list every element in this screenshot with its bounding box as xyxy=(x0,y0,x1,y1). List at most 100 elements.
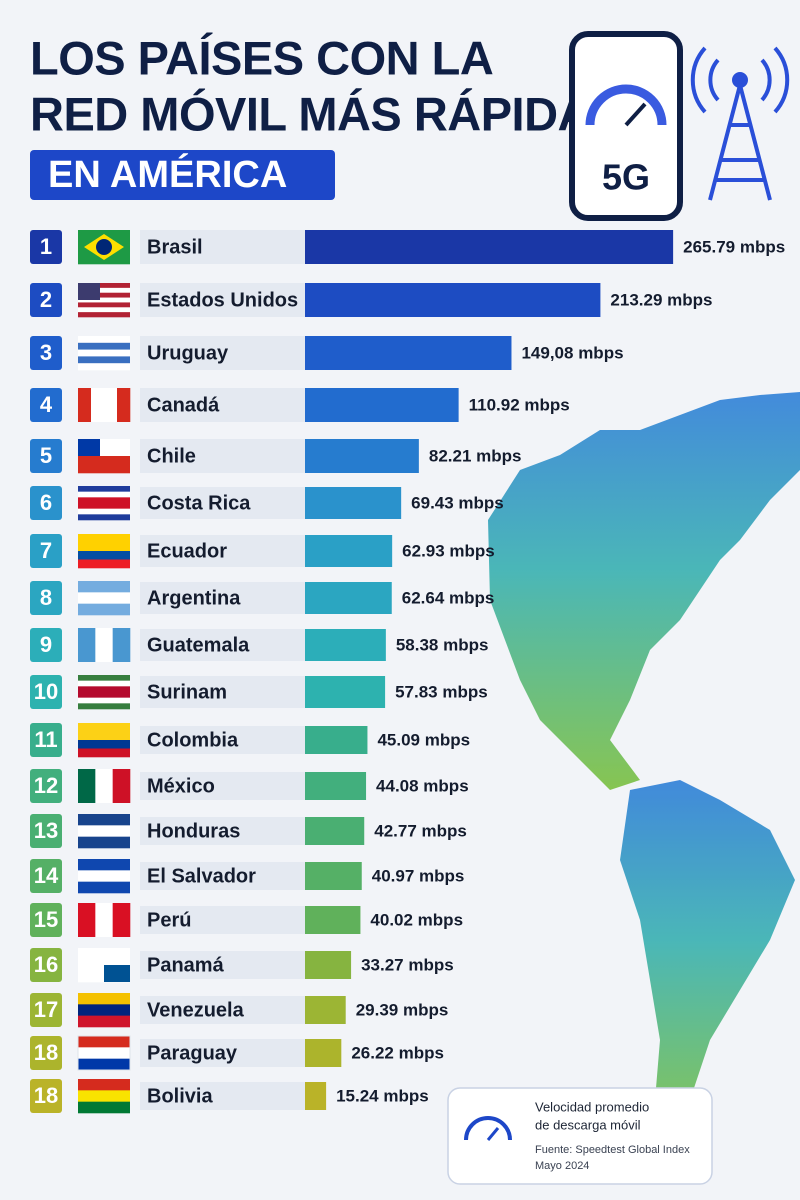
flag-stripe xyxy=(78,859,130,871)
bar xyxy=(305,951,352,979)
bar xyxy=(305,772,367,800)
name-band xyxy=(140,336,305,370)
country-name: Bolivia xyxy=(147,1085,213,1107)
flag-stripe xyxy=(78,508,130,515)
value-label: 26.22 mbps xyxy=(351,1043,444,1062)
legend-title: de descarga móvil xyxy=(535,1117,641,1132)
flag-detail xyxy=(78,439,100,456)
flag-stripe xyxy=(78,769,96,803)
flag-stripe xyxy=(78,287,130,294)
rank: 18 xyxy=(34,1040,58,1065)
flag xyxy=(78,859,130,894)
flag xyxy=(78,814,130,849)
name-band xyxy=(140,535,305,567)
name-band xyxy=(140,283,305,317)
rank-box xyxy=(30,903,62,937)
rank: 15 xyxy=(34,907,58,932)
rank: 12 xyxy=(34,773,58,798)
flag xyxy=(78,675,130,710)
flag xyxy=(77,1035,131,1071)
flag-stripe xyxy=(78,491,130,498)
flag-stripe xyxy=(78,1015,130,1028)
badge-bg xyxy=(30,150,335,200)
rank: 9 xyxy=(40,632,52,657)
country-name: El Salvador xyxy=(147,865,256,887)
name-band xyxy=(140,487,305,519)
value-label: 110.92 mbps xyxy=(469,395,570,414)
rank-box xyxy=(30,814,62,848)
value-label: 15.24 mbps xyxy=(336,1086,429,1105)
flag-stripe xyxy=(112,903,131,937)
country-name: Perú xyxy=(147,909,191,931)
title-line: LOS PAÍSES CON LA xyxy=(30,31,493,84)
value-label: 213.29 mbps xyxy=(610,290,712,309)
bar xyxy=(305,336,512,370)
name-band xyxy=(140,862,305,890)
map xyxy=(488,392,800,1140)
flag-stripe xyxy=(78,1101,130,1114)
flag-stripe xyxy=(78,686,130,693)
bar xyxy=(305,535,393,567)
rank-box xyxy=(30,439,62,473)
value-label: 44.08 mbps xyxy=(376,776,469,795)
value-label: 45.09 mbps xyxy=(377,730,470,749)
flag-stripe xyxy=(95,769,113,803)
rank: 18 xyxy=(34,1083,58,1108)
flag-stripe xyxy=(78,297,130,303)
rank-box xyxy=(30,388,62,422)
country-name: Estados Unidos xyxy=(147,289,298,311)
name-band xyxy=(140,582,305,614)
value-label: 29.39 mbps xyxy=(356,1000,449,1019)
flag xyxy=(78,948,130,983)
bar xyxy=(305,726,368,754)
bar xyxy=(305,817,365,845)
flag-stripe xyxy=(78,881,130,894)
bar xyxy=(305,230,674,264)
flag-stripe xyxy=(78,740,130,749)
flag-stripe xyxy=(78,349,130,357)
flag-stripe xyxy=(78,486,130,492)
flag xyxy=(78,903,131,937)
rank-box xyxy=(30,1079,62,1113)
country-name: Colombia xyxy=(147,729,239,751)
legend-box: Velocidad promedio de descarga móvil Fue… xyxy=(447,1087,713,1185)
flag-stripe xyxy=(78,581,130,593)
country-name: Venezuela xyxy=(147,999,245,1021)
rank: 2 xyxy=(40,287,52,312)
tower-icon xyxy=(690,46,790,201)
bar xyxy=(305,862,362,890)
value-label: 40.97 mbps xyxy=(372,866,465,885)
country-name: Uruguay xyxy=(147,342,229,364)
country-name: Paraguay xyxy=(147,1042,238,1064)
name-band xyxy=(140,676,305,708)
name-band xyxy=(140,1039,305,1067)
rank-box xyxy=(30,230,62,264)
flag-stripe xyxy=(78,836,130,849)
flag-stripe xyxy=(104,388,118,422)
bar xyxy=(305,906,361,934)
rank-box xyxy=(30,336,62,370)
rank: 3 xyxy=(40,340,52,365)
south-america xyxy=(620,780,795,1140)
bar xyxy=(305,439,419,473)
flag-stripe xyxy=(112,769,131,803)
legend-source: Fuente: Speedtest Global Index xyxy=(535,1144,690,1156)
country-name: México xyxy=(147,775,215,797)
legend-date: Mayo 2024 xyxy=(535,1160,589,1172)
country-name: Honduras xyxy=(147,820,240,842)
bar xyxy=(305,1082,327,1110)
bar xyxy=(305,996,346,1024)
flag-stripe xyxy=(78,542,130,552)
name-band xyxy=(140,951,305,979)
rank-box xyxy=(30,534,62,568)
value-label: 62.64 mbps xyxy=(402,588,495,607)
flag xyxy=(78,769,131,803)
rows: 1 Brasil 265.79 mbps 2 Estados Unidos 213.29 … xyxy=(30,230,785,1114)
flag-stripe xyxy=(78,302,130,308)
name-band xyxy=(140,772,305,800)
rank-box xyxy=(30,1036,62,1070)
bar xyxy=(305,676,386,708)
flag xyxy=(78,439,130,474)
title-line: RED MÓVIL MÁS RÁPIDA xyxy=(30,87,591,140)
